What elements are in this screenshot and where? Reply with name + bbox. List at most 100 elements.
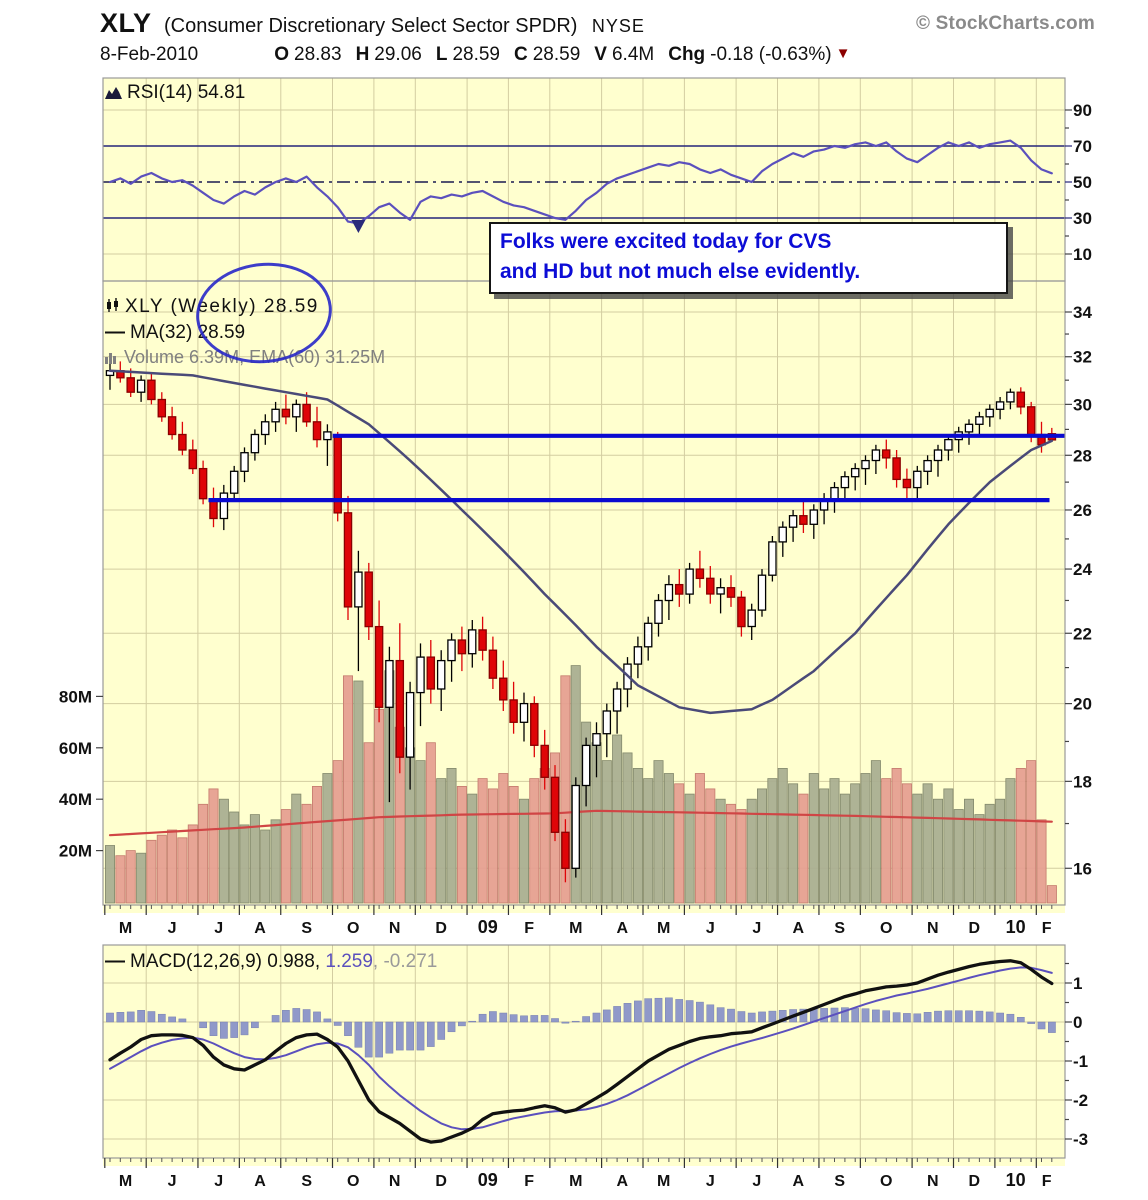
- close-value: 28.59: [532, 44, 581, 65]
- ma-overlay-line: [108, 369, 1054, 715]
- high-label: H: [355, 44, 370, 65]
- high-value: 29.06: [374, 44, 422, 65]
- svg-text:O: O: [347, 1173, 359, 1190]
- svg-text:M: M: [119, 1173, 132, 1190]
- annotation-line2: and HD but not much else evidently.: [500, 260, 861, 283]
- svg-text:10: 10: [1006, 1170, 1026, 1190]
- svg-text:26: 26: [1073, 501, 1092, 520]
- svg-text:S: S: [834, 920, 845, 937]
- stockcharts-copyright: © StockCharts.com: [916, 13, 1095, 34]
- svg-text:32: 32: [1073, 348, 1092, 367]
- trendlines: [208, 433, 1065, 503]
- svg-text:20M: 20M: [59, 842, 92, 861]
- low-label: L: [435, 44, 448, 65]
- svg-text:N: N: [389, 920, 401, 937]
- svg-text:-2: -2: [1073, 1091, 1088, 1110]
- svg-text:20: 20: [1073, 695, 1092, 714]
- volume-value: 6.4M: [611, 44, 655, 65]
- volume-label: V: [594, 44, 607, 65]
- date-axis-labels-main: M J J A S O N D 09 F M A M J J A S O N D 10 F: [119, 917, 1052, 937]
- svg-text:O: O: [880, 1173, 892, 1190]
- date-axis-ticks-main: [104, 905, 1053, 915]
- svg-text:M: M: [657, 1173, 670, 1190]
- ticker-symbol: XLY: [100, 8, 152, 38]
- svg-text:M: M: [119, 920, 132, 937]
- svg-text:J: J: [168, 920, 177, 937]
- svg-text:D: D: [435, 920, 447, 937]
- svg-text:70: 70: [1073, 137, 1092, 156]
- candlestick-icon: [105, 296, 120, 320]
- svg-text:M: M: [569, 1173, 582, 1190]
- chart-header: XLY (Consumer Discretionary Select Secto…: [100, 8, 645, 39]
- svg-text:A: A: [254, 920, 266, 937]
- macd-line: [108, 959, 1054, 1144]
- svg-text:J: J: [752, 920, 761, 937]
- date-axis-labels-macd: M J J A S O N D 09 F M A M J J A S O N D 10 F: [119, 1170, 1052, 1190]
- quote-date: 8-Feb-2010: [100, 44, 199, 65]
- svg-text:28: 28: [1073, 446, 1092, 465]
- svg-text:J: J: [706, 1173, 715, 1190]
- svg-text:24: 24: [1073, 560, 1092, 579]
- panel-backgrounds: [103, 78, 1065, 1166]
- macd-signal-value: 1.259: [325, 951, 373, 972]
- close-label: C: [514, 44, 528, 65]
- svg-text:-3: -3: [1073, 1130, 1088, 1149]
- quote-line: 8-Feb-2010 O 28.83 H 29.06 L 28.59 C 28.59 V 6.4M C…: [100, 44, 850, 66]
- svg-text:J: J: [752, 1173, 761, 1190]
- svg-text:-1: -1: [1073, 1052, 1088, 1071]
- svg-text:F: F: [1042, 1173, 1052, 1190]
- rsi-axis: 10 30 50 70 90: [1065, 101, 1092, 264]
- svg-text:A: A: [254, 1173, 266, 1190]
- macd-legend: — MACD(12,26,9) 0.988, 1.259, -0.271: [105, 950, 437, 973]
- volume-axis: 20M 40M 60M 80M: [59, 687, 103, 861]
- svg-text:O: O: [347, 920, 359, 937]
- annotation-callout: Folks were excited today for CVS and HD …: [489, 222, 1008, 294]
- svg-text:50: 50: [1073, 173, 1092, 192]
- svg-text:10: 10: [1073, 245, 1092, 264]
- ma-legend-text: MA(32) 28.59: [130, 322, 246, 343]
- svg-text:S: S: [301, 1173, 312, 1190]
- svg-text:J: J: [168, 1173, 177, 1190]
- svg-text:O: O: [880, 920, 892, 937]
- rsi-oversold-marker: [351, 220, 366, 233]
- svg-text:16: 16: [1073, 859, 1092, 878]
- svg-text:S: S: [834, 1173, 845, 1190]
- exchange-label: NYSE: [591, 16, 645, 36]
- svg-text:D: D: [968, 1173, 980, 1190]
- volume-ema-line: [108, 809, 1053, 837]
- month-gridlines: [145, 78, 1037, 1158]
- svg-text:J: J: [214, 920, 223, 937]
- svg-text:09: 09: [478, 1170, 498, 1190]
- change-down-triangle-icon: ▼: [835, 45, 851, 62]
- ma-legend-row: — MA(32) 28.59: [105, 320, 385, 345]
- svg-text:34: 34: [1073, 303, 1092, 322]
- svg-text:18: 18: [1073, 772, 1092, 791]
- low-value: 28.59: [452, 44, 500, 65]
- svg-text:D: D: [435, 1173, 447, 1190]
- open-label: O: [274, 44, 290, 65]
- date-axis-ticks-macd: [104, 1158, 1053, 1168]
- svg-text:1: 1: [1073, 974, 1082, 993]
- svg-text:10: 10: [1006, 917, 1026, 937]
- svg-text:F: F: [524, 920, 534, 937]
- svg-text:J: J: [214, 1173, 223, 1190]
- instrument-name: (Consumer Discretionary Select Sector SP…: [164, 15, 578, 37]
- svg-text:F: F: [1042, 920, 1052, 937]
- svg-text:N: N: [389, 1173, 401, 1190]
- macd-histogram-value: , -0.271: [372, 951, 438, 972]
- macd-axis: 1 0 -1 -2 -3: [1065, 962, 1088, 1149]
- svg-text:80M: 80M: [59, 687, 92, 706]
- svg-text:09: 09: [478, 917, 498, 937]
- svg-text:J: J: [706, 920, 715, 937]
- price-axis: 16 18 20 22 24 26 28 30 32 34: [1065, 303, 1092, 878]
- svg-text:M: M: [569, 920, 582, 937]
- svg-text:N: N: [927, 920, 939, 937]
- rsi-mountain-icon: [105, 83, 122, 105]
- open-value: 28.83: [294, 44, 342, 65]
- svg-text:S: S: [301, 920, 312, 937]
- svg-text:A: A: [617, 1173, 629, 1190]
- rsi-reference-lines: [103, 145, 1065, 219]
- svg-text:M: M: [657, 920, 670, 937]
